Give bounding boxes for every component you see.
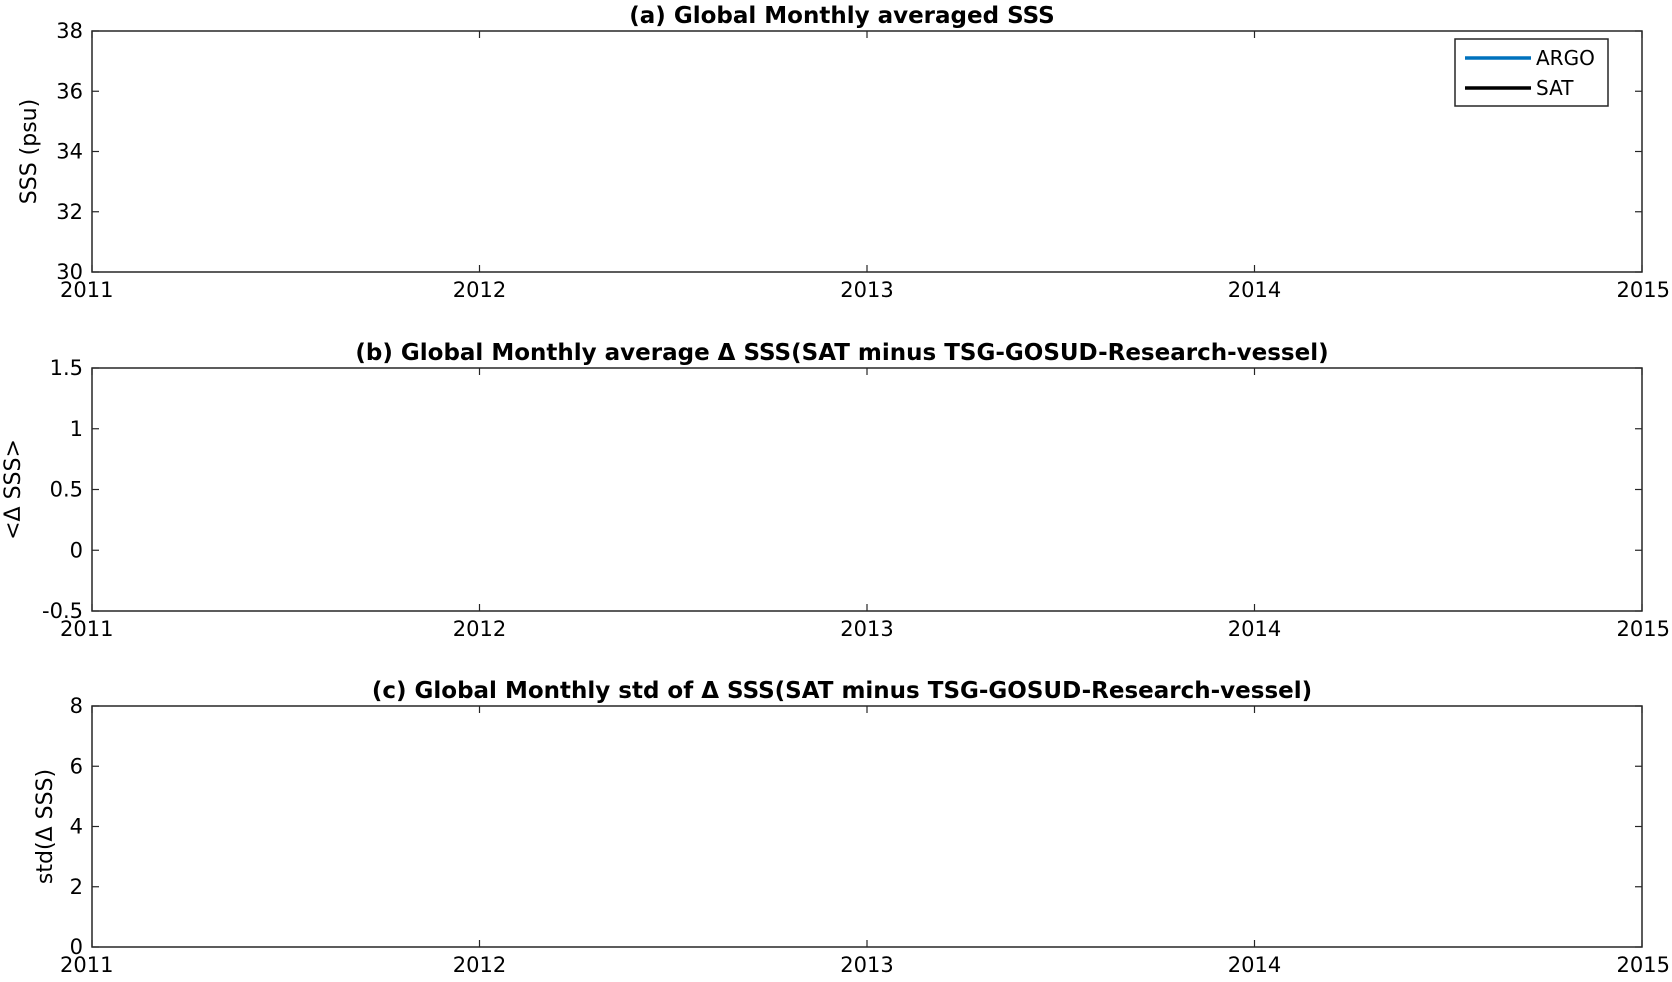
y-tick-label: 0 xyxy=(70,538,83,562)
legend-label-sat: SAT xyxy=(1536,76,1574,100)
panel-title: (a) Global Monthly averaged SSS xyxy=(629,3,1054,29)
y-axis-label: SSS (psu) xyxy=(17,99,42,204)
y-tick-label: 2 xyxy=(70,875,83,899)
y-tick-label: 0 xyxy=(70,935,83,959)
x-tick-label: 2011 xyxy=(60,953,113,977)
x-tick-label: 2011 xyxy=(60,278,113,302)
panel-title: (c) Global Monthly std of Δ SSS(SAT minu… xyxy=(372,678,1312,704)
x-tick-label: 2014 xyxy=(1228,278,1281,302)
y-tick-label: 30 xyxy=(56,260,83,284)
x-tick-label: 2013 xyxy=(840,278,893,302)
x-tick-label: 2014 xyxy=(1228,617,1281,641)
y-tick-label: 4 xyxy=(70,815,83,839)
y-axis-label: <Δ SSS> xyxy=(1,439,26,540)
x-tick-label: 2012 xyxy=(453,617,506,641)
y-tick-label: 32 xyxy=(56,200,83,224)
y-tick-label: -0.5 xyxy=(42,599,83,623)
x-tick-label: 2014 xyxy=(1228,953,1281,977)
y-tick-label: 1 xyxy=(70,417,83,441)
y-tick-label: 36 xyxy=(56,79,83,103)
y-tick-label: 8 xyxy=(70,694,83,718)
x-tick-label: 2011 xyxy=(60,617,113,641)
y-tick-label: 1.5 xyxy=(50,356,83,380)
legend-box xyxy=(1454,38,1609,107)
y-tick-label: 38 xyxy=(56,19,83,43)
x-tick-label: 2015 xyxy=(1617,953,1670,977)
legend-label-argo: ARGO xyxy=(1536,46,1595,70)
panel-c: 2011 2012 2013 2014 2015 0 2 4 6 8 (c) Global Mont… xyxy=(33,678,1670,977)
tick-marks xyxy=(91,30,1643,273)
panel-b: 2011 2012 2013 2014 2015 -0.5 0 0.5 1 1.5 (b) Glob… xyxy=(1,340,1670,641)
x-tick-label: 2012 xyxy=(453,953,506,977)
x-tick-label: 2015 xyxy=(1617,278,1670,302)
y-tick-label: 0.5 xyxy=(50,478,83,502)
x-tick-label: 2013 xyxy=(840,953,893,977)
tick-marks xyxy=(91,367,1643,612)
axes-frame xyxy=(91,367,1643,612)
legend: ARGO SAT xyxy=(1454,38,1609,107)
y-axis-label: std(Δ SSS) xyxy=(33,769,58,884)
panel-title: (b) Global Monthly average Δ SSS(SAT min… xyxy=(355,340,1328,366)
y-tick-label: 6 xyxy=(70,754,83,778)
x-tick-label: 2015 xyxy=(1617,617,1670,641)
axes-frame xyxy=(91,30,1643,273)
y-tick-label: 34 xyxy=(56,140,83,164)
tick-marks xyxy=(91,705,1643,948)
x-tick-label: 2013 xyxy=(840,617,893,641)
panel-a: 2011 2012 2013 2014 2015 30 32 34 36 38 (a) Global… xyxy=(17,3,1670,302)
x-tick-label: 2012 xyxy=(453,278,506,302)
axes-frame xyxy=(91,705,1643,948)
